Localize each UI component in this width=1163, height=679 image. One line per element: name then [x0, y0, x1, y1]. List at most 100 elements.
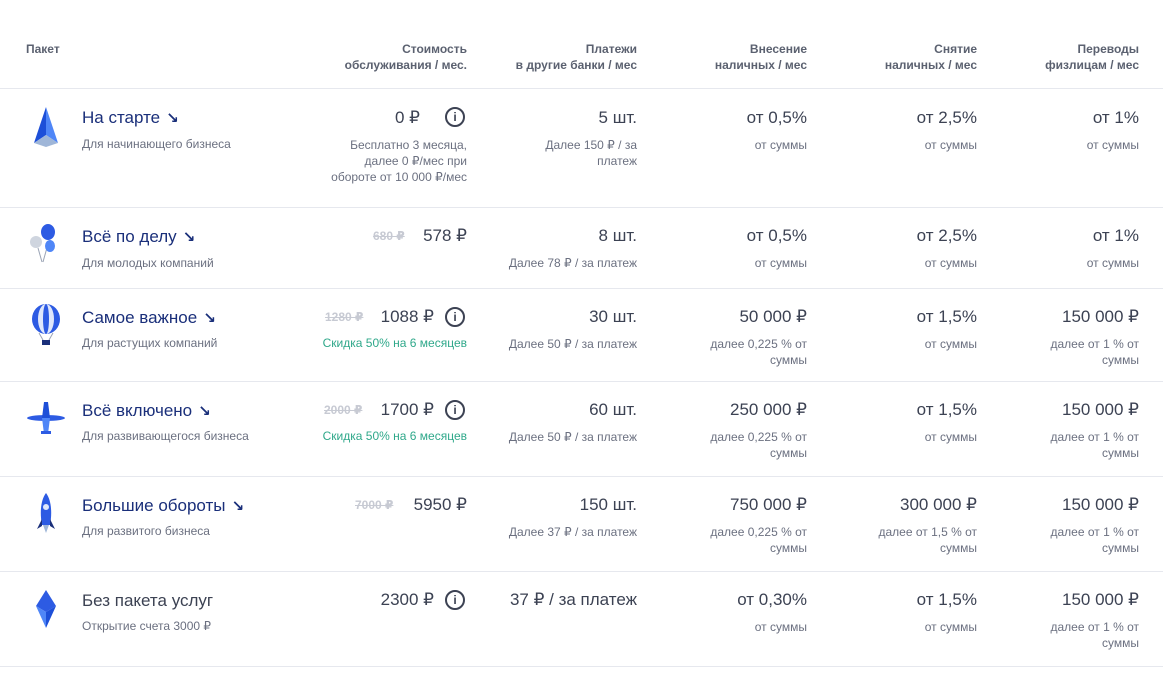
transfer-value: 150 000 ₽ [1062, 495, 1139, 514]
deposit-note: далее 0,225 % от суммы [710, 430, 807, 460]
withdraw-note: от суммы [924, 138, 977, 152]
arrow-down-right-icon: ↘ [203, 310, 216, 327]
package-name-link[interactable]: Всё включено ↘ [82, 401, 211, 420]
header-package: Пакет [26, 42, 60, 56]
transfer-note: от суммы [1086, 256, 1139, 270]
payments-note: Далее 50 ₽ / за платеж [508, 337, 637, 351]
deposit-value: 50 000 ₽ [739, 307, 807, 326]
arrow-down-right-icon: ↘ [231, 498, 245, 515]
withdraw-value: 300 000 ₽ [900, 495, 977, 514]
deposit-value: 250 000 ₽ [730, 400, 807, 419]
payments-value: 37 ₽ / за платеж [509, 590, 637, 609]
package-description: Для начинающего бизнеса [82, 137, 231, 151]
withdraw-note: от суммы [924, 256, 977, 270]
withdraw-value: от 2,5% [916, 226, 977, 245]
transfer-value: 150 000 ₽ [1062, 590, 1139, 609]
table-row: Всё включено ↘ Для развивающегося бизнеса… [0, 382, 1163, 477]
service-price: 1088 ₽ [380, 307, 434, 326]
transfer-note: далее от 1 % от суммы [1050, 430, 1139, 460]
header-cash-withdraw: Снятие наличных / мес [884, 42, 977, 72]
payments-note: Далее 37 ₽ / за платеж [508, 525, 637, 539]
transfer-note: далее от 1 % от суммы [1050, 337, 1139, 367]
table-row: Большие обороты ↘ Для развитого бизнеса 7… [0, 477, 1163, 572]
paper-plane-icon [34, 107, 58, 147]
withdraw-value: от 1,5% [916, 590, 977, 609]
service-price: 5950 ₽ [413, 495, 467, 514]
deposit-note: от суммы [754, 620, 807, 634]
service-price-note: Бесплатно 3 месяца, далее 0 ₽/мес при об… [331, 138, 467, 184]
deposit-value: от 0,5% [746, 226, 807, 245]
airplane-icon [27, 402, 65, 434]
old-price: 7000 ₽ [355, 498, 394, 512]
table-row: На старте ↘ Для начинающего бизнеса 0 ₽ i… [0, 89, 1163, 208]
withdraw-value: от 2,5% [916, 108, 977, 127]
header-cash-deposit: Внесение наличных / мес [714, 42, 807, 72]
package-name-link[interactable]: Самое важное ↘ [82, 308, 216, 327]
arrow-down-right-icon: ↘ [198, 403, 211, 420]
withdraw-note: далее от 1,5 % от суммы [878, 525, 977, 555]
deposit-value: от 0,30% [737, 590, 807, 609]
deposit-note: от суммы [754, 138, 807, 152]
info-icon[interactable]: i [445, 400, 465, 420]
header-service-cost: Стоимость обслуживания / мес. [344, 42, 467, 72]
payments-note: Далее 78 ₽ / за платеж [508, 256, 637, 270]
package-name: Без пакета услуг [82, 591, 214, 610]
table-header: Пакет Стоимость обслуживания / мес. Плат… [0, 0, 1163, 89]
payments-value: 8 шт. [598, 226, 637, 245]
table-row: Самое важное ↘ Для растущих компаний 1280… [0, 289, 1163, 382]
payments-note: Далее 150 ₽ / за платеж [545, 138, 637, 168]
package-description: Для развитого бизнеса [82, 524, 210, 538]
old-price: 2000 ₽ [324, 403, 363, 417]
payments-value: 30 шт. [589, 307, 637, 326]
balloons-icon [30, 224, 55, 263]
header-payments: Платежи в другие банки / мес [515, 42, 637, 72]
deposit-note: от суммы [754, 256, 807, 270]
discount-note: Скидка 50% на 6 месяцев [322, 429, 467, 443]
hot-air-balloon-icon [32, 304, 60, 345]
arrow-down-right-icon: ↘ [182, 229, 196, 246]
withdraw-note: от суммы [924, 620, 977, 634]
deposit-note: далее 0,225 % от суммы [710, 337, 807, 367]
transfer-note: далее от 1 % от суммы [1050, 620, 1139, 650]
info-icon[interactable]: i [445, 590, 465, 610]
package-description: Для развивающегося бизнеса [82, 429, 249, 443]
transfer-value: от 1% [1092, 108, 1139, 127]
old-price: 680 ₽ [373, 229, 405, 243]
transfer-value: 150 000 ₽ [1062, 307, 1139, 326]
discount-note: Скидка 50% на 6 месяцев [322, 336, 467, 350]
package-name-link[interactable]: Всё по делу ↘ [82, 227, 196, 246]
table-row: Всё по делу ↘ Для молодых компаний 680 ₽ … [0, 208, 1163, 289]
payments-value: 150 шт. [579, 495, 637, 514]
deposit-value: 750 000 ₽ [730, 495, 807, 514]
payments-value: 60 шт. [589, 400, 637, 419]
rocket-icon [37, 493, 55, 533]
service-price: 0 ₽ [395, 108, 420, 127]
service-price: 2300 ₽ [380, 590, 434, 609]
withdraw-note: от суммы [924, 430, 977, 444]
deposit-value: от 0,5% [746, 108, 807, 127]
payments-value: 5 шт. [598, 108, 637, 127]
header-transfers: Переводы физлицам / мес [1045, 42, 1139, 72]
old-price: 1280 ₽ [325, 310, 364, 324]
package-name-link[interactable]: На старте ↘ [82, 108, 179, 127]
package-description: Для растущих компаний [82, 336, 218, 350]
service-price: 1700 ₽ [380, 400, 434, 419]
package-description: Для молодых компаний [82, 256, 214, 270]
package-name-link[interactable]: Большие обороты ↘ [82, 496, 245, 515]
info-icon[interactable]: i [445, 107, 465, 127]
withdraw-value: от 1,5% [916, 400, 977, 419]
package-description: Открытие счета 3000 ₽ [82, 619, 212, 633]
arrow-down-right-icon: ↘ [166, 110, 179, 127]
crystal-icon [36, 590, 56, 628]
service-price: 578 ₽ [423, 226, 467, 245]
transfer-note: далее от 1 % от суммы [1050, 525, 1139, 555]
withdraw-value: от 1,5% [916, 307, 977, 326]
withdraw-note: от суммы [924, 337, 977, 351]
transfer-value: от 1% [1092, 226, 1139, 245]
info-icon[interactable]: i [445, 307, 465, 327]
deposit-note: далее 0,225 % от суммы [710, 525, 807, 555]
payments-note: Далее 50 ₽ / за платеж [508, 430, 637, 444]
table-row: Без пакета услуг Открытие счета 3000 ₽ 2… [0, 572, 1163, 667]
transfer-value: 150 000 ₽ [1062, 400, 1139, 419]
